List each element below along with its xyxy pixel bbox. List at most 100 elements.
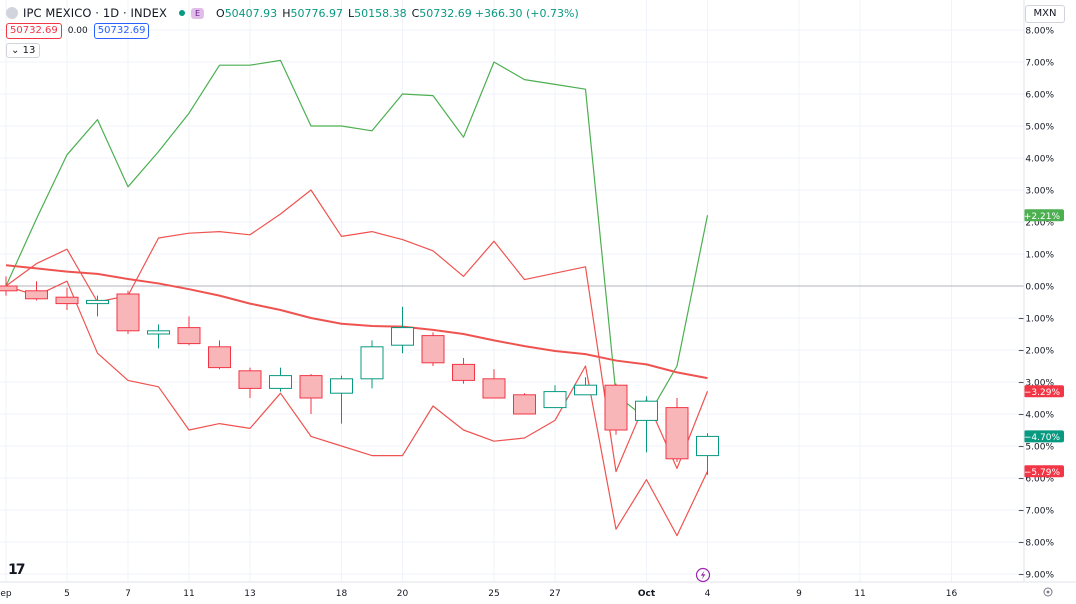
candle-body [360,346,384,380]
close-label: C [411,6,420,20]
open-label: O [216,6,225,20]
candle-body [299,375,323,399]
y-tick-label: 4.00% [1025,155,1054,165]
y-tick-label: 0.00% [1025,283,1054,293]
candle-body [25,290,48,300]
tradingview-logo-icon[interactable]: 17 [8,562,26,578]
comparison-line-green [5,59,709,420]
lightning-icon[interactable] [695,567,711,583]
low-value: 50158.38 [354,6,407,20]
candle[interactable] [299,374,323,414]
candle[interactable] [696,433,719,475]
candle-body [452,363,475,381]
candle[interactable] [574,377,597,396]
bid-button[interactable]: 50732.69 [6,23,62,39]
candle[interactable] [665,398,689,462]
x-tick-label: 13 [244,589,255,599]
y-tick-label: 2.00% [1025,219,1054,229]
chevron-down-icon: ⌄ [11,45,20,56]
candle[interactable] [360,340,384,389]
candle-body [330,378,353,394]
candle-body [86,299,109,305]
band-lower-line [5,280,709,537]
candle[interactable] [482,369,506,399]
low-label: L [347,6,355,20]
spread-value: 0.00 [67,26,88,36]
candle-body [665,407,689,460]
high-value: 50776.97 [290,6,343,20]
x-tick-label: 4 [705,589,711,599]
x-tick-label: 25 [488,589,499,599]
price-label-bg [1024,385,1064,398]
candle[interactable] [238,367,262,398]
y-tick-label: −8.00% [1018,539,1055,549]
market-status-icon[interactable] [178,10,185,16]
moving-average-line [5,264,708,380]
x-tick-label: 5 [64,589,70,599]
candle[interactable] [25,281,48,301]
candle[interactable] [604,383,628,435]
x-tick-label: Oct [638,589,656,599]
x-tick-label: 20 [397,589,409,599]
price-label-text: −4.70% [1024,433,1061,443]
price-label-green: +2.21% [1024,209,1064,222]
x-tick-label: 16 [946,589,958,599]
open-value: 50407.93 [224,6,278,20]
settings-icon[interactable] [1043,587,1053,597]
candle[interactable] [116,290,140,334]
candle[interactable] [55,287,79,310]
candle-body [604,384,628,431]
price-label-bg [1024,430,1064,443]
candle-body [391,327,414,346]
candle[interactable] [452,358,475,384]
y-tick-label: −2.00% [1018,347,1055,357]
candle-body [482,378,506,399]
price-label-last: −4.70% [1024,430,1064,443]
y-tick-label: −1.00% [1018,315,1055,325]
symbol-title[interactable]: IPC MEXICO · 1D · INDEX [23,6,167,20]
x-tick-label: 27 [549,589,560,599]
candle[interactable] [543,385,567,409]
candle-body [543,391,567,409]
price-label-lower: −5.79% [1024,465,1064,478]
y-tick-label: 7.00% [1025,59,1054,69]
candle-body [0,285,18,292]
y-tick-label: 1.00% [1025,251,1054,261]
y-tick-label: −6.00% [1018,475,1055,485]
price-label-text: −5.79% [1024,468,1061,478]
ask-button[interactable]: 50732.69 [93,23,150,39]
candle[interactable] [391,306,414,354]
x-tick-label: 7 [125,589,131,599]
band-upper-line [5,189,709,473]
symbol-logo-icon [6,7,18,19]
candle[interactable] [330,375,353,424]
candle[interactable] [147,324,170,349]
price-label-text: +2.21% [1024,212,1061,222]
high-label: H [282,6,291,20]
candle-body [55,296,79,305]
x-tick-label: ep [0,589,12,599]
indicators-toggle[interactable]: ⌄ 13 [6,43,41,58]
currency-button[interactable]: MXN [1025,5,1065,23]
candle[interactable] [208,340,231,370]
y-tick-label: −3.00% [1018,379,1055,389]
candle[interactable] [513,393,536,415]
y-tick-label: 3.00% [1025,187,1054,197]
candle-body [116,293,140,332]
candle-body [574,384,597,396]
candle[interactable] [635,396,658,453]
event-badge[interactable]: E [190,7,205,19]
candle[interactable] [86,295,109,317]
candle[interactable] [177,316,201,346]
price-label-bg [1024,209,1064,222]
x-tick-label: 9 [796,589,802,599]
y-tick-label: −9.00% [1018,571,1055,581]
candle-body [696,435,719,457]
price-label-text: −3.29% [1024,388,1061,398]
candle[interactable] [0,276,18,296]
candle[interactable] [269,367,292,392]
candle[interactable] [421,332,445,366]
y-tick-label: 5.00% [1025,123,1054,133]
candle-body [208,346,231,369]
